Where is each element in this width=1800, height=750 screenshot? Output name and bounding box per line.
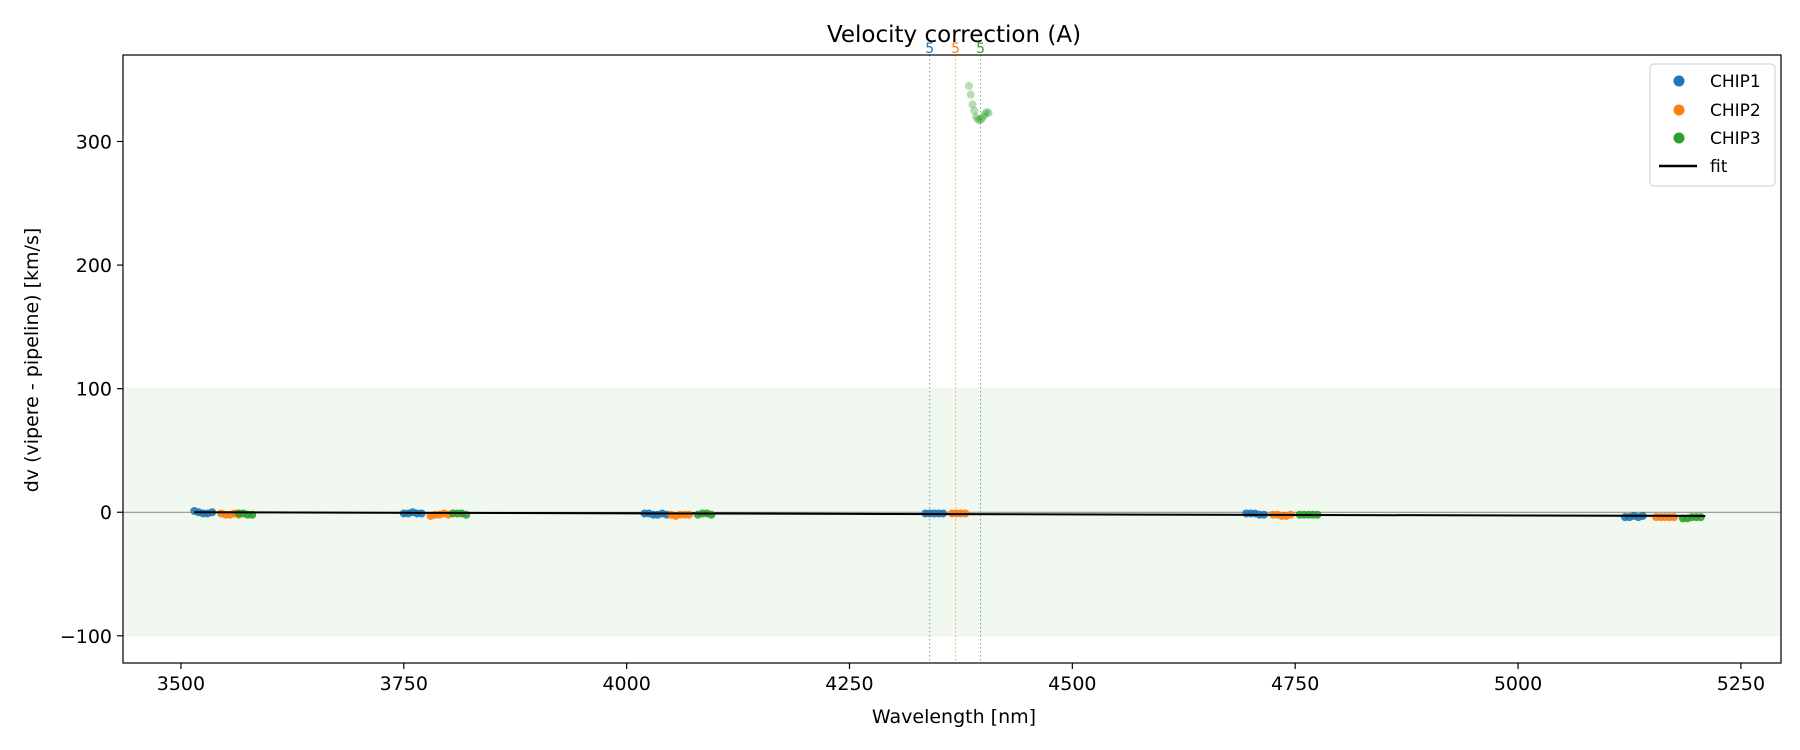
chip3-point (1696, 513, 1705, 522)
x-tick-label: 4500 (1048, 673, 1096, 695)
vertical-marker-label-2: 5 (951, 41, 960, 57)
x-tick-label: 4750 (1271, 673, 1319, 695)
legend: CHIP1 CHIP2 CHIP3 fit (1649, 63, 1776, 187)
chip3-point (970, 106, 979, 115)
data-layer (190, 81, 1706, 523)
chip3-point (972, 112, 981, 121)
y-axis-label: dv (vipere - pipeline) [km/s] (21, 228, 43, 493)
chip3-point (977, 115, 986, 124)
y-tick-label: 300 (76, 132, 112, 154)
x-tick-label: 5250 (1717, 673, 1765, 695)
y-tick-label: 200 (76, 255, 112, 277)
x-tick-label: 4250 (825, 673, 873, 695)
chip3-point (980, 110, 989, 119)
x-tick-label: 5000 (1494, 673, 1542, 695)
axes-layer: 3500 3750 4000 4250 4500 4750 5000 5250 −100 0 100… (60, 54, 1782, 695)
chip3-point (979, 112, 988, 121)
chart-title: Velocity correction (A) (827, 22, 1081, 48)
chip3-point (975, 116, 984, 125)
chip3-point (973, 115, 982, 124)
x-tick-label: 3750 (380, 673, 428, 695)
y-tick-label: −100 (60, 626, 112, 648)
legend-chip2-label: CHIP2 (1710, 101, 1761, 121)
chip3-point (707, 510, 716, 519)
chip3-point (966, 90, 975, 99)
legend-chip3-marker (1673, 132, 1685, 144)
legend-chip1-marker (1673, 75, 1685, 87)
chip3-point (968, 100, 977, 109)
legend-box (1649, 63, 1776, 187)
chip2-point (1670, 513, 1679, 522)
legend-chip2-marker (1673, 104, 1685, 116)
plot-frame (122, 54, 1782, 664)
fit-line (194, 511, 1706, 517)
x-tick-label: 3500 (157, 673, 205, 695)
chip3-point (964, 81, 973, 90)
x-axis-label: Wavelength [nm] (872, 706, 1036, 728)
y-tick-label: 100 (76, 379, 112, 401)
legend-chip1-label: CHIP1 (1710, 72, 1761, 92)
vertical-marker-label-3: 5 (976, 41, 985, 57)
chip2-point (685, 510, 694, 519)
legend-fit-label: fit (1710, 157, 1728, 177)
chip3-point (984, 109, 993, 118)
legend-chip3-label: CHIP3 (1710, 129, 1761, 149)
chip3-point (982, 107, 991, 116)
vertical-marker-label-1: 5 (925, 41, 934, 57)
y-tick-label: 0 (100, 502, 112, 524)
x-tick-label: 4000 (602, 673, 650, 695)
